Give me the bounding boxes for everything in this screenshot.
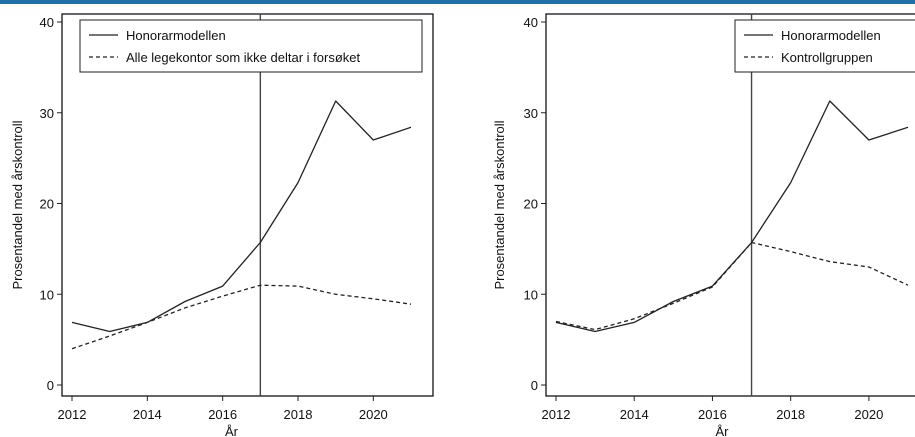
y-axis-label: Prosentandel med årskontroll [492,120,507,289]
top-rule [0,0,915,4]
y-tick-label: 30 [524,106,538,121]
legend-entry: Honorarmodellen [781,28,881,43]
legend-entry: Kontrollgruppen [781,50,873,65]
legend: Honorarmodellen Alle legekontor som ikke … [79,19,423,73]
chart-right: 0 10 20 30 40 2012 2014 2016 2018 2020 År Prosentan… [492,13,915,437]
legend-entry: Honorarmodellen [126,28,226,43]
x-tick-label: 2018 [776,407,805,422]
y-tick-label: 20 [40,197,54,212]
x-axis-label: År [716,424,730,437]
y-tick-label: 40 [524,15,538,30]
series-line-dashed [555,241,909,331]
y-tick-label: 0 [531,378,538,393]
plot-frame [545,13,915,397]
x-tick-label: 2020 [359,407,388,422]
chart-left: 0 10 20 30 40 2012 2014 2016 2018 2020 År Prosentan… [10,13,434,437]
x-tick-label: 2020 [854,407,883,422]
plot-frame [61,13,434,397]
x-tick-label: 2012 [58,407,87,422]
legend: Honorarmodellen Kontrollgruppen [734,19,915,73]
legend-entry: Alle legekontor som ikke deltar i forsøk… [126,50,360,65]
x-tick-label: 2014 [620,407,649,422]
x-tick-label: 2016 [208,407,237,422]
series-line-dashed [71,284,412,350]
x-axis-label: År [225,424,239,437]
legend-box [734,19,915,73]
series-line-solid [555,100,909,333]
x-tick-label: 2014 [133,407,162,422]
y-tick-label: 30 [40,106,54,121]
x-tick-label: 2018 [284,407,313,422]
x-tick-label: 2012 [542,407,571,422]
y-tick-label: 0 [47,378,54,393]
series-line-solid [71,100,412,333]
y-tick-label: 20 [524,197,538,212]
x-tick-label: 2016 [698,407,727,422]
y-tick-label: 40 [40,15,54,30]
legend-box [79,19,423,73]
y-axis-label: Prosentandel med årskontroll [10,120,25,289]
y-tick-label: 10 [524,287,538,302]
y-tick-label: 10 [40,287,54,302]
